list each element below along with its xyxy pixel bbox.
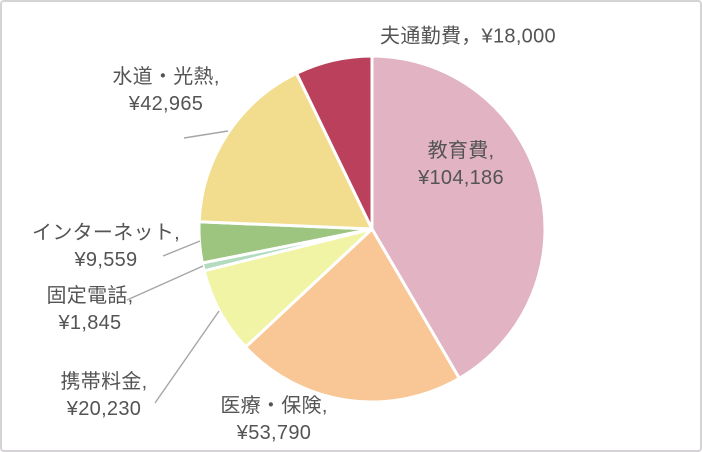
leader-line-mobile-fees: [154, 310, 220, 404]
pie-slice-husband-commute: [295, 54, 374, 231]
pie-slice-water-utilities: [197, 71, 374, 231]
pie-slice-mobile-fees: [202, 227, 374, 349]
leader-line-water-utilities: [183, 130, 229, 139]
leader-line-internet: [162, 240, 201, 257]
pie-slice-medical-insurance: [244, 227, 461, 404]
pie-slice-education: [370, 54, 547, 380]
leader-line-landline-phone: [126, 265, 204, 301]
